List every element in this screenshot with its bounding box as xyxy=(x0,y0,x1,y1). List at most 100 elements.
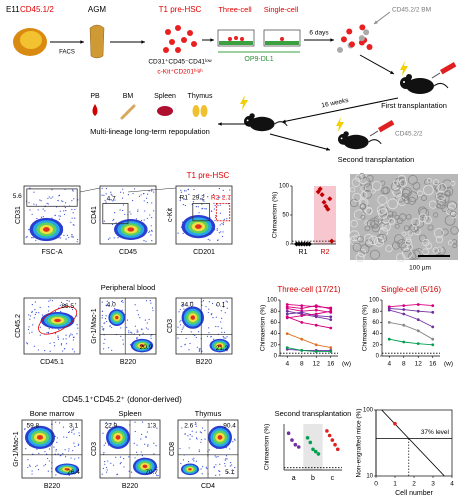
cell-texture xyxy=(432,212,439,218)
event xyxy=(153,453,155,455)
event xyxy=(233,438,236,440)
event xyxy=(150,302,152,304)
series-point xyxy=(300,314,304,318)
event xyxy=(136,444,138,446)
event xyxy=(207,196,209,198)
mouse-ear xyxy=(406,74,412,80)
y-axis-label: CD41 xyxy=(91,206,98,224)
event xyxy=(49,299,51,301)
event xyxy=(188,447,190,449)
event xyxy=(47,197,49,200)
event xyxy=(35,311,37,314)
event xyxy=(102,328,104,330)
x-tick-label: 4 xyxy=(387,361,391,368)
event xyxy=(36,448,38,450)
event xyxy=(221,222,223,225)
event xyxy=(219,212,222,214)
event xyxy=(200,468,202,470)
event xyxy=(141,219,143,222)
event xyxy=(201,350,203,352)
event xyxy=(47,203,49,205)
cell xyxy=(280,37,284,41)
series-point xyxy=(285,309,289,313)
event xyxy=(214,219,216,222)
event xyxy=(46,202,48,204)
mouse-body xyxy=(343,134,369,150)
event xyxy=(217,455,219,458)
cell-texture xyxy=(426,177,432,183)
event xyxy=(39,306,41,308)
y-axis-label: Chimaerism (%) xyxy=(362,305,369,352)
event xyxy=(128,456,130,458)
label: First transplantation xyxy=(381,101,447,110)
event xyxy=(71,200,73,202)
event xyxy=(101,317,103,319)
x-tick-label: 8 xyxy=(300,361,304,368)
event xyxy=(53,341,55,344)
event xyxy=(110,462,112,464)
event xyxy=(39,334,41,336)
event xyxy=(71,236,73,238)
cell xyxy=(366,43,373,50)
event xyxy=(111,349,113,351)
event xyxy=(222,231,224,233)
arrow-head xyxy=(141,40,145,44)
event xyxy=(208,308,210,310)
event xyxy=(59,237,62,239)
event xyxy=(204,429,206,432)
event xyxy=(25,236,27,238)
event xyxy=(72,224,74,226)
event xyxy=(155,474,158,476)
event xyxy=(226,307,228,309)
y-axis-label: Gr-1/Mac-1 xyxy=(91,308,98,344)
event xyxy=(105,421,107,424)
event xyxy=(203,193,205,196)
mouse-tail xyxy=(274,121,288,127)
event xyxy=(62,350,64,352)
event xyxy=(120,327,122,329)
event xyxy=(208,332,210,334)
point xyxy=(305,436,310,440)
event xyxy=(148,318,150,321)
event xyxy=(48,460,50,462)
event xyxy=(33,317,35,319)
gate-value: R1 xyxy=(180,194,189,201)
cell-texture xyxy=(350,187,356,193)
event xyxy=(179,321,181,323)
event xyxy=(31,310,33,313)
event xyxy=(54,453,56,455)
cell-texture xyxy=(444,191,450,197)
event xyxy=(58,218,61,220)
event xyxy=(144,210,146,212)
event xyxy=(105,466,108,469)
event xyxy=(152,309,154,312)
x-tick-label: 4 xyxy=(285,361,289,368)
event xyxy=(200,439,203,441)
event xyxy=(105,304,107,306)
event xyxy=(218,232,220,234)
event xyxy=(150,225,152,227)
gate xyxy=(215,202,231,222)
series-point xyxy=(329,307,333,311)
irradiation xyxy=(400,61,408,76)
event xyxy=(183,308,185,310)
embryo-core xyxy=(20,31,42,49)
series-point xyxy=(387,321,391,324)
gate-value: 29.2 xyxy=(192,194,205,201)
series-point xyxy=(285,303,289,306)
event xyxy=(139,317,141,319)
cell-texture xyxy=(393,234,404,244)
event xyxy=(226,471,229,474)
label: Single-cell xyxy=(264,5,299,14)
cell-texture xyxy=(405,236,412,243)
gate-value: 5.1 xyxy=(225,469,234,476)
event xyxy=(109,325,111,327)
series-point xyxy=(416,342,420,346)
cell-texture xyxy=(377,208,389,219)
event xyxy=(71,334,73,336)
event xyxy=(180,191,183,193)
cell-texture xyxy=(357,235,364,243)
event xyxy=(112,464,115,466)
event xyxy=(55,421,57,423)
